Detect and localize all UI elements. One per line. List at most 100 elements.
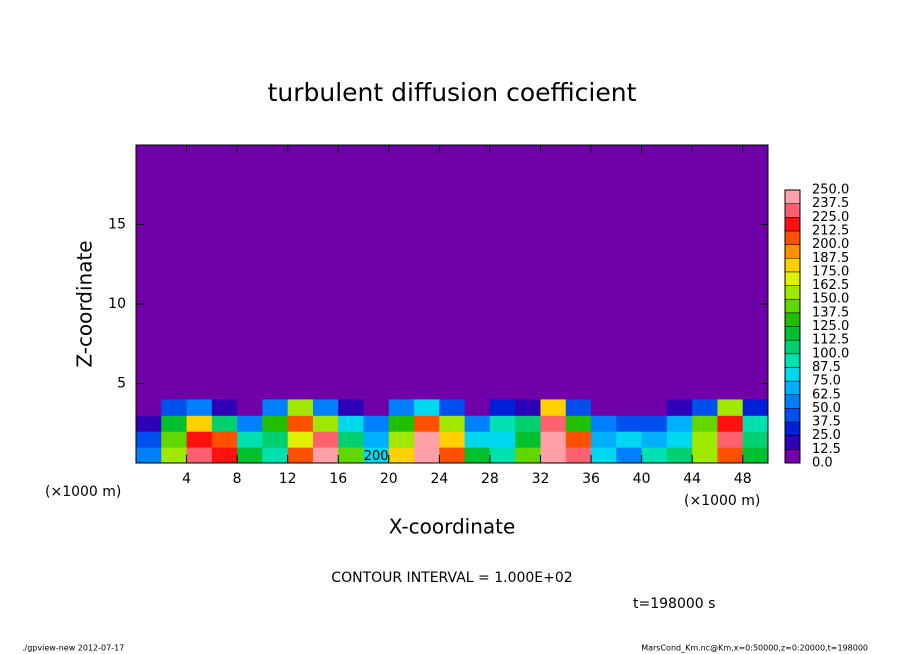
field-cell xyxy=(287,415,314,432)
field-cell xyxy=(287,431,314,448)
field-cell xyxy=(742,447,769,464)
field-cell xyxy=(515,431,541,448)
field-cell xyxy=(565,447,592,464)
colorbar-band xyxy=(784,244,801,259)
field-cell xyxy=(717,415,744,432)
field-cell xyxy=(338,447,365,464)
colorbar-band xyxy=(784,380,801,396)
field-cell xyxy=(363,447,390,464)
field-cell xyxy=(388,447,415,464)
field-cell xyxy=(591,415,617,432)
colorbar-band xyxy=(784,408,801,423)
field-cell xyxy=(161,447,188,464)
colorbar-label: 37.5 xyxy=(812,415,841,430)
field-cell xyxy=(641,447,668,464)
field-cell xyxy=(439,399,466,416)
field-cell xyxy=(692,431,718,448)
field-cell xyxy=(237,399,263,416)
colorbar-label: 100.0 xyxy=(812,346,849,361)
field-cell xyxy=(565,415,592,432)
colorbar-band xyxy=(784,435,801,450)
field-cell xyxy=(540,415,567,432)
chart-title: turbulent diffusion coefficient xyxy=(268,78,637,107)
field-cell xyxy=(237,447,263,464)
colorbar-label: 12.5 xyxy=(812,442,841,457)
contour-label: 200 xyxy=(364,449,389,464)
field-cell xyxy=(211,415,238,432)
field-cell xyxy=(414,447,440,464)
colorbar-band xyxy=(784,421,801,436)
field-cell xyxy=(666,447,693,464)
field-cell xyxy=(312,415,339,432)
field-cell xyxy=(439,431,466,448)
x-unit: (×1000 m) xyxy=(45,484,121,500)
colorbar-band xyxy=(784,189,801,204)
colorbar-band xyxy=(784,298,801,314)
x-axis-label: X-coordinate xyxy=(389,515,516,539)
colorbar-band xyxy=(784,271,801,286)
x-tick-label: 8 xyxy=(233,471,242,487)
field-cell xyxy=(591,447,617,464)
field-cell xyxy=(363,399,390,416)
field-cell xyxy=(591,431,617,448)
field-cell xyxy=(464,447,491,464)
field-cell xyxy=(287,399,314,416)
colorbar-band xyxy=(784,367,801,382)
colorbar-label: 87.5 xyxy=(812,360,841,375)
x-tick-label: 4 xyxy=(182,471,191,487)
field-cell xyxy=(363,415,390,432)
field-cell xyxy=(540,447,567,464)
footer: ./gpview-new 2012-07-17 xyxy=(22,644,124,653)
colorbar-label: 225.0 xyxy=(812,210,849,225)
field-cell xyxy=(616,415,643,432)
field-cell xyxy=(136,447,162,464)
x-tick-label: 16 xyxy=(329,471,347,487)
field-cell xyxy=(136,431,162,448)
x-tick-label: 44 xyxy=(683,471,701,487)
colorbar-band xyxy=(784,339,801,355)
field-cell xyxy=(186,399,213,416)
field-cell xyxy=(161,431,188,448)
field-cell xyxy=(666,431,693,448)
y-axis-label: Z-coordinate xyxy=(73,240,97,367)
colorbar-band xyxy=(784,449,801,464)
colorbar-band xyxy=(784,230,801,245)
field-cell xyxy=(388,415,415,432)
field-cell xyxy=(717,431,744,448)
colorbar-label: 137.5 xyxy=(812,305,849,320)
colorbar-band xyxy=(784,217,801,232)
field-cell xyxy=(414,431,440,448)
time-label: t=198000 s xyxy=(633,596,715,612)
field-cell xyxy=(161,399,188,416)
colorbar-label: 112.5 xyxy=(812,333,849,348)
field-cell xyxy=(692,447,718,464)
field-cell xyxy=(388,399,415,416)
field-cell xyxy=(540,431,567,448)
field-cell xyxy=(211,399,238,416)
field-cell xyxy=(262,431,289,448)
x-unit: (×1000 m) xyxy=(684,493,760,509)
field-cell xyxy=(237,431,263,448)
colorbar-label: 237.5 xyxy=(812,196,849,211)
colorbar-label: 162.5 xyxy=(812,278,849,293)
field-cell xyxy=(211,447,238,464)
field-cell xyxy=(186,447,213,464)
colorbar-label: 212.5 xyxy=(812,223,849,238)
field-cell xyxy=(439,447,466,464)
colorbar-band xyxy=(784,285,801,300)
field-cell xyxy=(312,431,339,448)
field-cell xyxy=(540,399,567,416)
field-cell xyxy=(161,415,188,432)
field-cell xyxy=(717,447,744,464)
field-cell xyxy=(742,399,769,416)
field-cell xyxy=(262,447,289,464)
field-cell xyxy=(565,399,592,416)
footer: MarsCond_Km.nc@Km,x=0:50000,z=0:20000,t=… xyxy=(641,644,868,653)
field-cell xyxy=(338,399,365,416)
colorbar-band xyxy=(784,258,801,273)
field-cell xyxy=(641,415,668,432)
field-cell xyxy=(338,431,365,448)
field-cell xyxy=(439,415,466,432)
field-cell xyxy=(666,415,693,432)
